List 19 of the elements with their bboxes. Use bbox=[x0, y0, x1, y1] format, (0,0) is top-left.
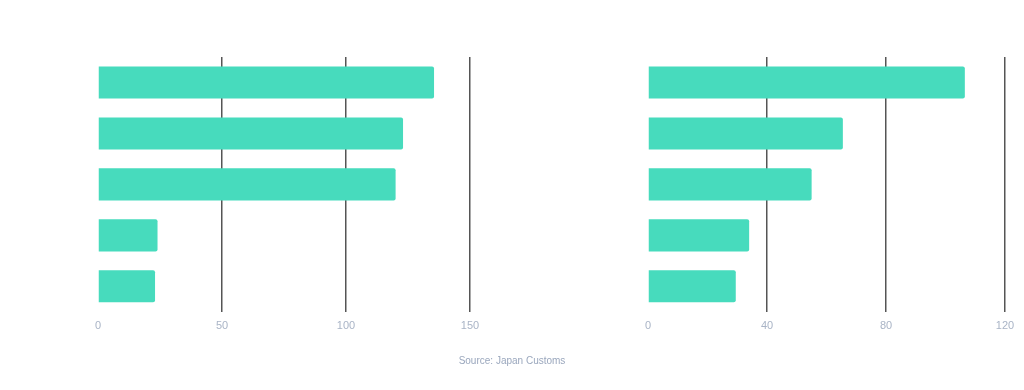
source-note: Source: Japan Customs bbox=[457, 355, 567, 366]
x-tick-label: 150 bbox=[460, 319, 480, 332]
x-tick-label: 80 bbox=[879, 319, 893, 332]
x-tick-label: 120 bbox=[995, 319, 1015, 332]
bar bbox=[648, 168, 812, 201]
x-tick-label: 0 bbox=[644, 319, 652, 332]
x-tick-label: 0 bbox=[94, 319, 102, 332]
x-tick-label: 40 bbox=[760, 319, 774, 332]
bar bbox=[98, 219, 158, 252]
bar bbox=[648, 66, 965, 99]
x-tick-label: 50 bbox=[215, 319, 229, 332]
bar bbox=[98, 117, 404, 150]
bar bbox=[98, 270, 156, 303]
bar bbox=[98, 66, 435, 99]
bar bbox=[98, 168, 396, 201]
bar bbox=[648, 117, 843, 150]
bar bbox=[648, 270, 736, 303]
x-tick-label: 100 bbox=[336, 319, 356, 332]
bar bbox=[648, 219, 750, 252]
